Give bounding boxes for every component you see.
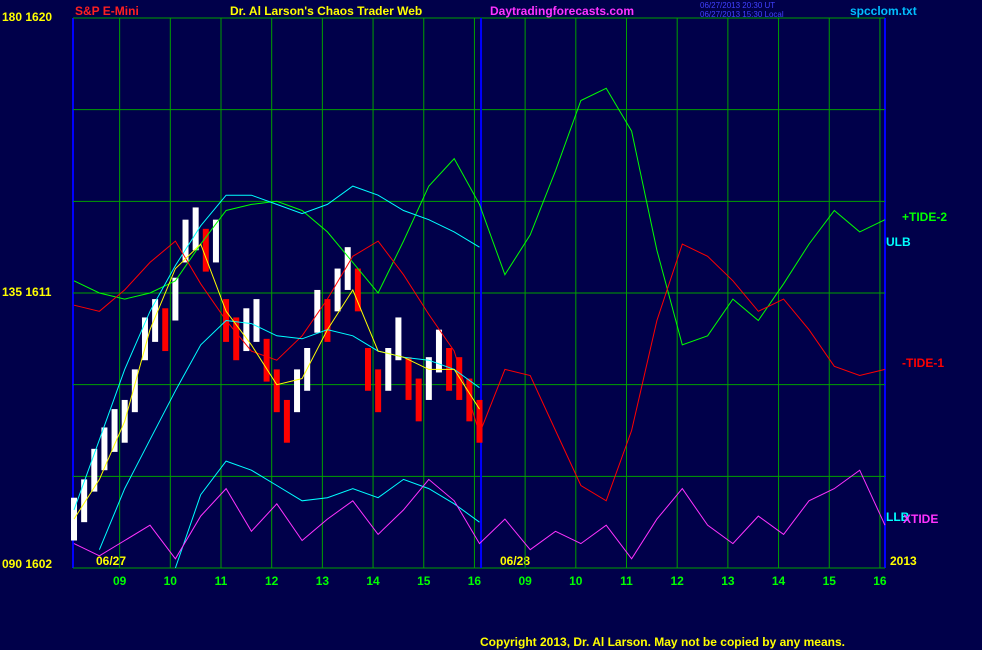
price-bar	[152, 299, 159, 342]
price-bar	[162, 308, 169, 352]
x-tick-label: 09	[518, 574, 532, 588]
x-tick-label: 15	[417, 574, 431, 588]
series-line	[73, 185, 480, 511]
x-tick-label: 10	[569, 574, 583, 588]
x-tick-label: 16	[468, 574, 482, 588]
price-bar	[202, 228, 209, 272]
series-line	[98, 319, 480, 550]
series-line	[73, 469, 886, 560]
price-bar	[283, 399, 290, 443]
series-line	[174, 460, 480, 569]
price-bar	[344, 247, 351, 290]
x-tick-label: 11	[620, 574, 633, 588]
price-bar	[334, 268, 341, 312]
time-local: 06/27/2013 15:30 Local	[700, 10, 784, 19]
series-label: XTIDE	[903, 512, 938, 526]
price-bar	[141, 317, 148, 361]
price-bar	[364, 348, 371, 391]
price-bar	[131, 369, 138, 413]
price-bar	[212, 219, 219, 263]
x-tick-label: 13	[721, 574, 735, 588]
price-bar	[101, 427, 108, 471]
price-bar	[263, 338, 270, 382]
price-bar	[425, 357, 432, 400]
price-bar	[172, 277, 179, 321]
series-label: ULB	[886, 235, 911, 249]
price-bar	[71, 497, 78, 541]
time-ut: 06/27/2013 20:30 UT	[700, 1, 775, 10]
series-line	[73, 243, 480, 520]
series-label: -TIDE-1	[902, 356, 944, 370]
instrument: S&P E-Mini	[75, 4, 139, 18]
price-bar	[324, 299, 331, 342]
y-tick-label: 090 1602	[2, 557, 52, 571]
price-bar	[476, 399, 483, 443]
price-bar	[375, 369, 382, 413]
chart-title: Dr. Al Larson's Chaos Trader Web	[230, 4, 422, 18]
price-bar	[91, 448, 98, 492]
price-bar	[111, 409, 118, 452]
price-bar	[182, 219, 189, 263]
price-bar	[354, 268, 361, 312]
copyright: Copyright 2013, Dr. Al Larson. May not b…	[480, 635, 845, 649]
price-bar	[192, 207, 199, 251]
price-bar	[395, 317, 402, 361]
x-tick-label: 10	[164, 574, 178, 588]
price-bar	[233, 317, 240, 361]
price-bar	[273, 369, 280, 413]
y-tick-label: 135 1611	[2, 285, 52, 299]
price-bar	[81, 479, 88, 523]
y-tick-label: 180 1620	[2, 10, 52, 24]
x-tick-label: 15	[823, 574, 837, 588]
x-tick-label: 14	[366, 574, 380, 588]
x-tick-label: 14	[772, 574, 786, 588]
x-tick-label: 11	[215, 574, 228, 588]
x-tick-label: 13	[316, 574, 330, 588]
year-label: 2013	[890, 554, 917, 568]
x-tick-label: 09	[113, 574, 127, 588]
date-label: 06/28	[500, 554, 530, 568]
series-label: LLB	[886, 510, 910, 524]
price-bar	[385, 348, 392, 391]
series-label: +TIDE-2	[902, 210, 947, 224]
series-line	[73, 87, 886, 346]
price-bar	[314, 289, 321, 333]
x-tick-label: 12	[671, 574, 685, 588]
price-bar	[415, 378, 422, 422]
price-bar	[253, 299, 260, 342]
price-bar	[294, 369, 301, 413]
price-bar	[435, 329, 442, 373]
x-tick-label: 16	[873, 574, 887, 588]
price-bar	[456, 357, 463, 400]
x-tick-label: 12	[265, 574, 279, 588]
series-line	[73, 240, 886, 502]
site: Daytradingforecasts.com	[490, 4, 634, 18]
price-bar	[243, 308, 250, 352]
date-label: 06/27	[96, 554, 126, 568]
file-name: spcclom.txt	[850, 4, 917, 18]
price-bar	[405, 357, 412, 400]
